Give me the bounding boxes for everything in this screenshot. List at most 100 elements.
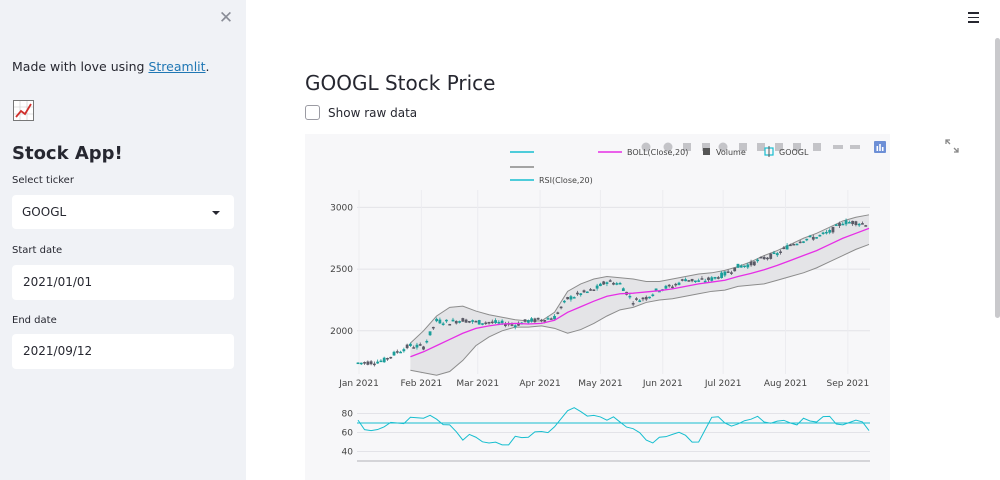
credit-prefix: Made with love using: [12, 59, 149, 74]
candle-body: [359, 362, 363, 365]
end-date-input[interactable]: 2021/09/12: [12, 334, 234, 369]
candle-body: [831, 226, 835, 233]
candle-body: [454, 320, 458, 324]
candle-body: [405, 344, 409, 349]
candle-body: [484, 322, 488, 325]
candle-body: [490, 321, 494, 324]
plotly-logo-icon[interactable]: [874, 141, 886, 153]
ticker-select[interactable]: GOOGL: [12, 195, 234, 229]
candle-body: [497, 321, 501, 324]
candle-body: [595, 285, 599, 289]
candle-body: [540, 319, 543, 322]
candle-body: [743, 265, 746, 268]
candle-body: [635, 298, 638, 300]
show-raw-data-checkbox[interactable]: Show raw data: [305, 105, 417, 120]
chevron-down-icon: [212, 211, 220, 215]
candle-body: [474, 320, 478, 323]
show-raw-data-label: Show raw data: [328, 105, 418, 120]
hamburger-menu-icon[interactable]: [968, 12, 980, 24]
candle-body: [651, 294, 655, 297]
start-date-input[interactable]: 2021/01/01: [12, 265, 234, 300]
candle-body: [838, 223, 841, 226]
candle-body: [857, 223, 861, 226]
candle-body: [615, 283, 619, 285]
candle-body: [680, 279, 684, 281]
candle-body: [382, 357, 386, 363]
candle-body: [834, 224, 838, 226]
candle-body: [546, 318, 550, 320]
candle-body: [415, 344, 419, 348]
legend-swatch: [703, 148, 710, 155]
modebar-hover-closest-icon[interactable]: [833, 145, 843, 149]
candle-body: [638, 300, 642, 303]
bollinger-mid-line: [410, 227, 870, 358]
candle-body: [553, 315, 556, 320]
modebar-spike-icon[interactable]: [813, 143, 821, 151]
modebar-reset-icon[interactable]: [793, 143, 801, 151]
candle-body: [752, 261, 756, 266]
rsi-y-tick-label: 60: [342, 429, 354, 439]
candle-body: [395, 351, 399, 353]
x-tick-label: May 2021: [578, 379, 622, 389]
candle-body: [526, 320, 530, 323]
legend-item[interactable]: RSI(Close,20): [510, 176, 593, 185]
modebar-pan-icon[interactable]: [683, 143, 691, 151]
fullscreen-icon[interactable]: [945, 139, 959, 153]
candle-body: [451, 319, 455, 322]
x-tick-label: Jul 2021: [704, 379, 742, 389]
candle-body: [730, 272, 733, 274]
candle-body: [693, 280, 697, 283]
candle-body: [500, 320, 504, 324]
close-sidebar-icon[interactable]: ✕: [218, 8, 234, 28]
candle-body: [779, 251, 782, 253]
candle-body: [559, 306, 563, 309]
streamlit-link[interactable]: Streamlit: [148, 59, 206, 74]
candle-body: [435, 318, 439, 322]
candle-body: [828, 230, 832, 233]
modebar-camera-icon[interactable]: [641, 142, 651, 152]
candle-body: [657, 290, 661, 293]
candle-body: [716, 277, 720, 279]
end-date-label: End date: [12, 315, 57, 326]
candle-body: [582, 290, 586, 293]
x-tick-label: Jun 2021: [642, 379, 683, 389]
candle-body: [441, 323, 445, 325]
legend-item[interactable]: GOOGL: [764, 146, 809, 157]
modebar-zoom-in-icon[interactable]: [739, 143, 747, 151]
candle-body: [700, 278, 704, 280]
modebar-zoom-out-icon[interactable]: [757, 143, 765, 151]
candle-body: [369, 361, 373, 365]
candle-body: [425, 340, 429, 343]
candle-body: [431, 326, 435, 329]
scrollbar[interactable]: [995, 38, 1000, 318]
legend-item[interactable]: Volume: [703, 148, 746, 157]
candle-body: [448, 324, 452, 326]
price-chart: BOLL(Close,20) Volume GOOGL RSI(Close,20) J…: [305, 134, 890, 480]
modebar-hover-compare-icon[interactable]: [850, 145, 860, 149]
candle-body: [815, 237, 818, 239]
candle-body: [756, 259, 760, 262]
checkbox-box[interactable]: [305, 105, 320, 120]
legend-item[interactable]: BOLL(Close,20): [598, 148, 688, 157]
modebar-lasso-icon[interactable]: [718, 142, 728, 152]
candle-body: [402, 349, 406, 352]
rsi-subplot: 40 60 80: [342, 407, 870, 462]
candle-body: [788, 244, 792, 247]
candle-body: [585, 291, 589, 294]
candle-body: [356, 362, 360, 365]
candle-body: [418, 344, 422, 346]
bollinger-lower-line: [410, 243, 870, 376]
rsi-line: [357, 407, 870, 446]
candle-body: [861, 223, 864, 225]
modebar-zoom-icon[interactable]: [663, 142, 673, 152]
candle-body: [847, 222, 851, 224]
candle-body: [621, 288, 625, 292]
candle-body: [589, 289, 592, 291]
candle-body: [726, 271, 730, 273]
legend-label: RSI(Close,20): [539, 176, 593, 185]
modebar-box-select-icon[interactable]: [702, 143, 710, 151]
candle-body: [562, 300, 566, 303]
chart-canvas[interactable]: BOLL(Close,20) Volume GOOGL RSI(Close,20) J…: [305, 134, 890, 480]
modebar-autoscale-icon[interactable]: [775, 143, 783, 151]
candle-body: [566, 297, 570, 300]
